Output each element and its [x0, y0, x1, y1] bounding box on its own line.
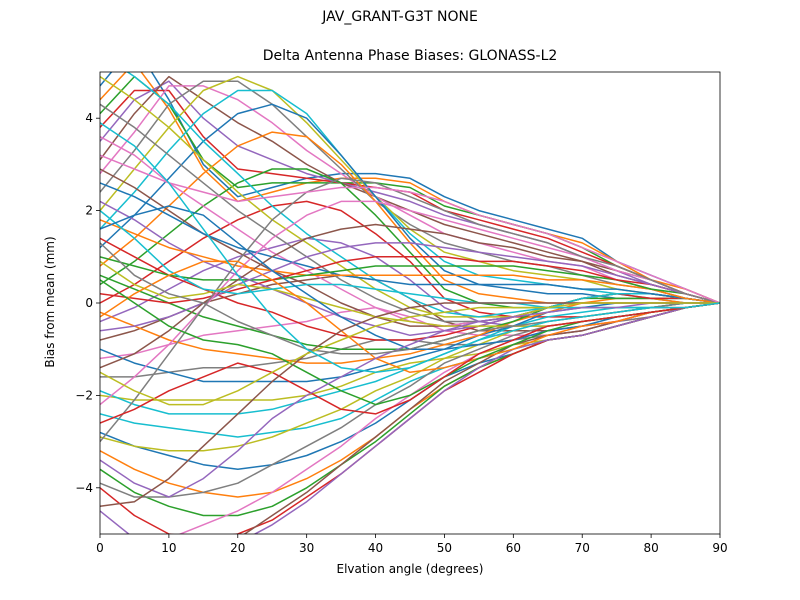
- series-group: [100, 72, 720, 534]
- x-tick-label: 40: [368, 541, 383, 555]
- series-line-40: [126, 72, 720, 318]
- series-line-54: [100, 302, 720, 424]
- y-tick-label: 0: [85, 296, 93, 310]
- series-line-26: [243, 302, 720, 534]
- series-line-60: [100, 122, 720, 374]
- series-line-48: [100, 177, 720, 443]
- y-tick-label: 2: [85, 204, 93, 218]
- series-line-42: [100, 219, 720, 304]
- series-line-44: [100, 256, 720, 304]
- x-tick-label: 30: [299, 541, 314, 555]
- x-tick-label: 50: [437, 541, 452, 555]
- x-tick-label: 70: [575, 541, 590, 555]
- series-line-41: [100, 182, 720, 304]
- series-line-55: [100, 302, 720, 498]
- series-line-59: [100, 302, 720, 406]
- x-tick-label: 0: [96, 541, 104, 555]
- x-tick-label: 20: [230, 541, 245, 555]
- x-axis-label: Elvation angle (degrees): [336, 562, 484, 576]
- series-line-27: [178, 302, 720, 534]
- series-line-57: [100, 154, 720, 304]
- y-tick-label: −4: [75, 481, 93, 495]
- x-tick-label: 90: [712, 541, 727, 555]
- chart-suptitle: JAV_GRANT-G3T NONE: [322, 9, 478, 25]
- y-axis-label: Bias from mean (mm): [43, 236, 57, 368]
- y-tick-label: 4: [85, 111, 93, 125]
- y-tick-label: −2: [75, 388, 93, 402]
- series-line-29: [100, 302, 720, 452]
- chart-title: Delta Antenna Phase Biases: GLONASS-L2: [262, 48, 558, 64]
- x-tick-label: 10: [161, 541, 176, 555]
- series-line-52: [100, 260, 720, 374]
- x-tick-label: 80: [643, 541, 658, 555]
- x-tick-label: 60: [506, 541, 521, 555]
- series-line-25: [100, 302, 720, 534]
